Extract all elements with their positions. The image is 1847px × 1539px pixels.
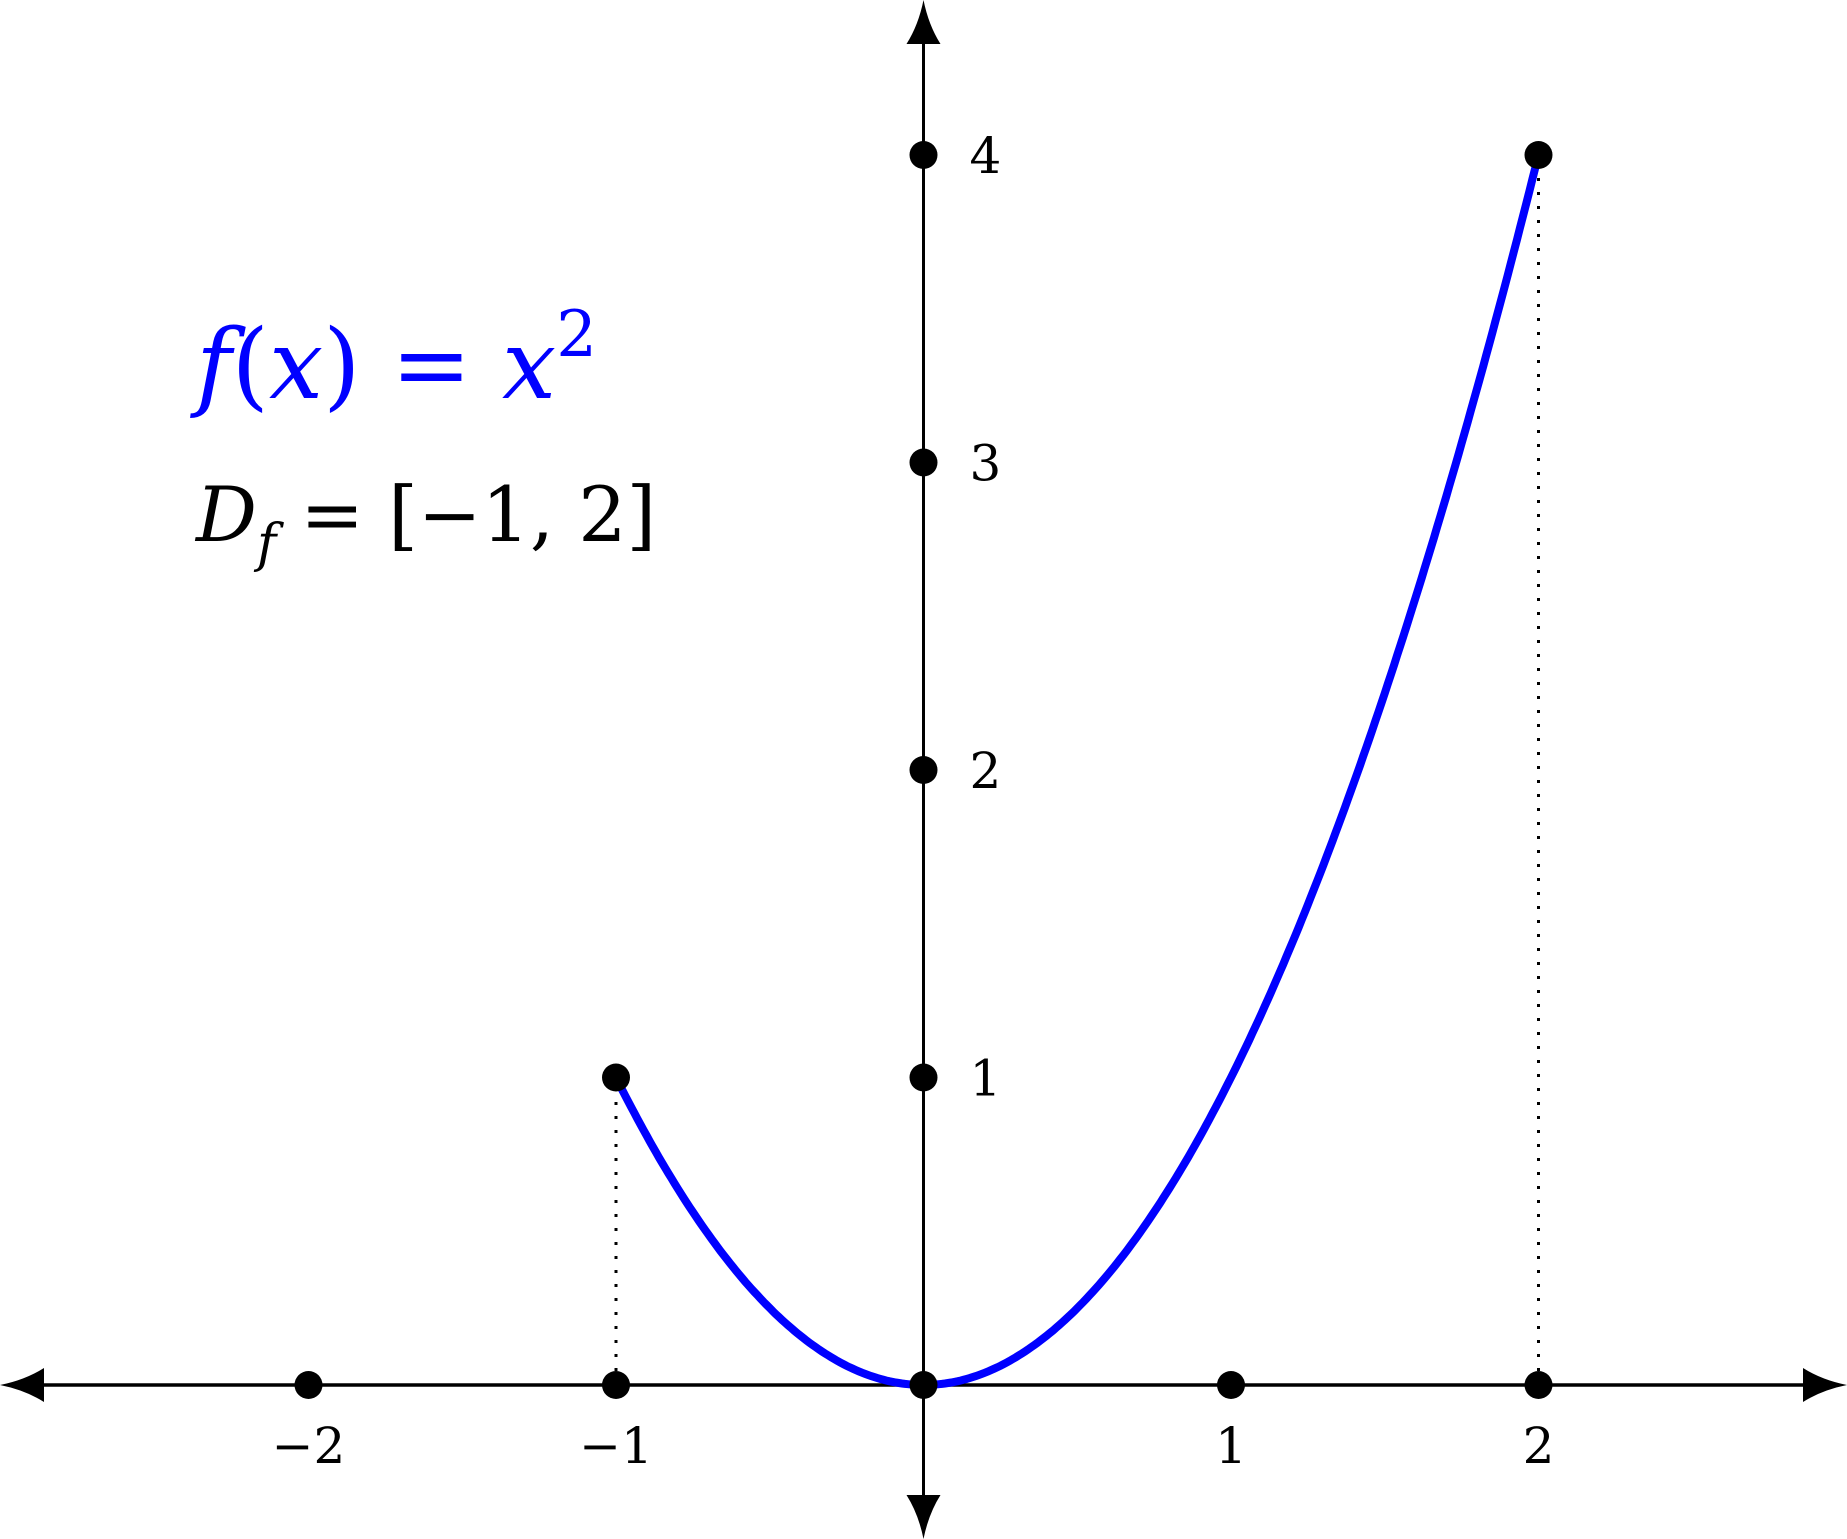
endpoint (1524, 141, 1553, 169)
x-tick-point (1217, 1371, 1245, 1399)
domain-label: Df = [−1, 2] (194, 470, 656, 574)
tick-labels: −2 −1 1 2 1 2 3 4 (272, 127, 1555, 1475)
points (294, 141, 1553, 1399)
y-tick-label: 1 (970, 1050, 1002, 1108)
y-tick-label: 2 (970, 742, 1002, 800)
x-tick-label: 1 (1215, 1417, 1247, 1475)
x-tick-point (294, 1371, 323, 1399)
y-tick-label: 3 (970, 435, 1002, 493)
y-axis-top-arrow (906, 0, 941, 44)
y-tick-point (909, 141, 938, 169)
origin-point (909, 1371, 938, 1399)
function-label: f(x) = x2 (190, 298, 597, 421)
y-tick-point (909, 1063, 938, 1092)
x-tick-label: 2 (1523, 1417, 1555, 1475)
y-tick-point (909, 756, 938, 784)
y-tick-point (909, 448, 938, 477)
endpoint (602, 1063, 630, 1092)
x-tick-point (1524, 1371, 1553, 1399)
x-tick-label: −1 (579, 1417, 653, 1475)
curve-x-squared (612, 154, 1543, 1389)
guide-lines (614, 155, 1540, 1385)
x-axis-right-arrow (1803, 1368, 1847, 1402)
x-tick-point (602, 1371, 630, 1399)
x-tick-label: −2 (272, 1417, 346, 1475)
y-axis-bottom-arrow (906, 1495, 941, 1539)
y-tick-label: 4 (970, 127, 1002, 185)
x-axis-left-arrow (0, 1368, 44, 1402)
